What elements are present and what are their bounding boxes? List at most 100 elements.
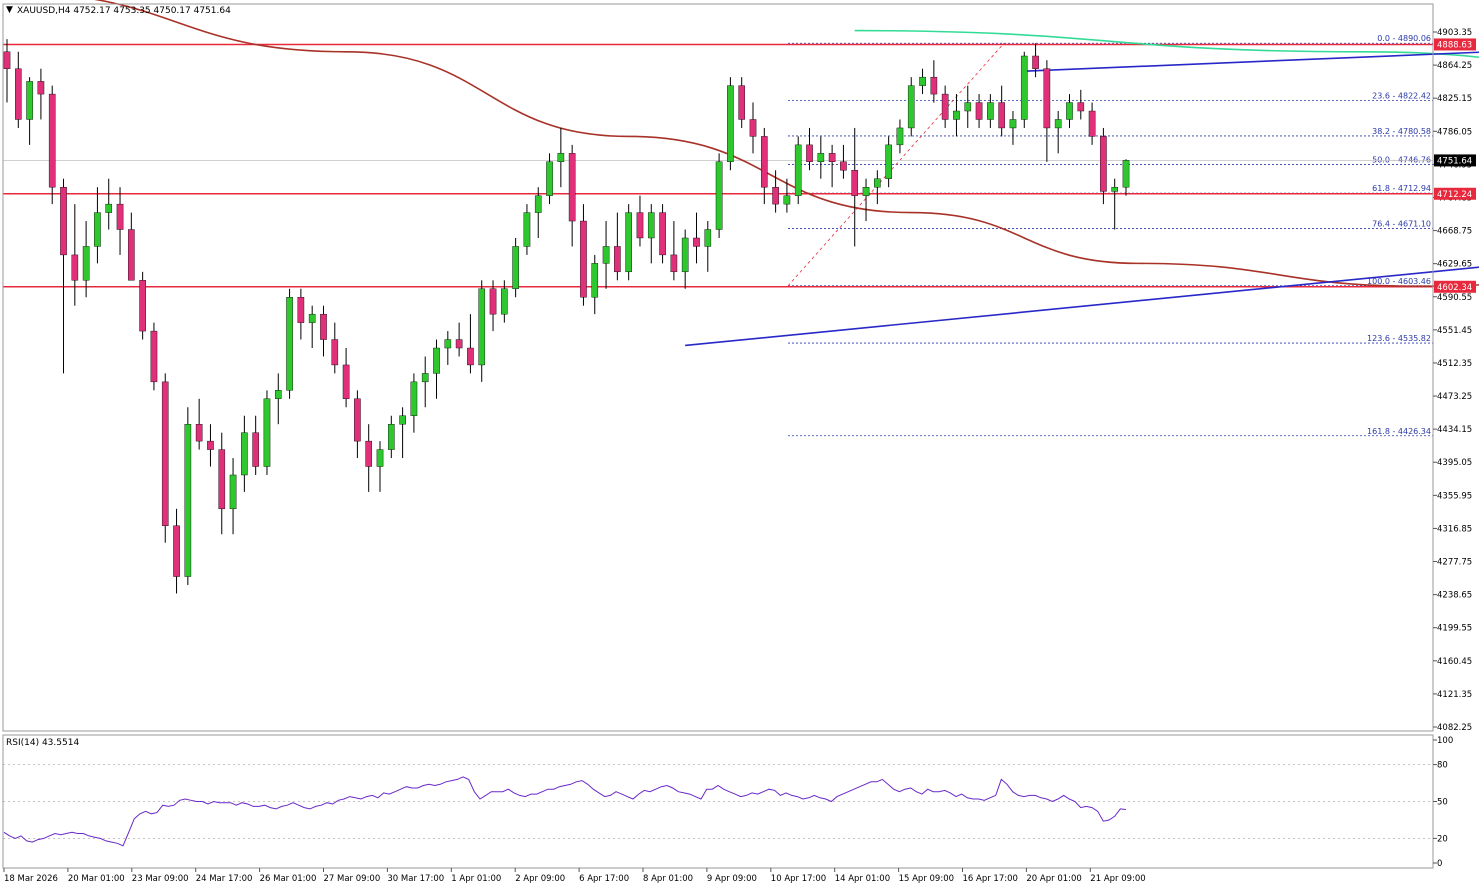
- candle[interactable]: [320, 305, 327, 357]
- candle[interactable]: [715, 153, 723, 238]
- candle[interactable]: [105, 178, 113, 230]
- candle[interactable]: [647, 204, 655, 264]
- moving-average-line[interactable]: [7, 0, 1479, 288]
- candle[interactable]: [614, 212, 621, 281]
- candle[interactable]: [478, 280, 486, 382]
- candle[interactable]: [218, 432, 226, 535]
- candle[interactable]: [636, 195, 644, 247]
- candle[interactable]: [116, 187, 124, 255]
- candle[interactable]: [964, 85, 972, 128]
- candle[interactable]: [286, 288, 293, 399]
- candle[interactable]: [828, 144, 836, 188]
- candle[interactable]: [1066, 94, 1073, 128]
- candle[interactable]: [433, 339, 440, 399]
- candle[interactable]: [252, 415, 259, 475]
- candle[interactable]: [546, 153, 553, 205]
- candle[interactable]: [1077, 89, 1085, 120]
- rsi-panel[interactable]: [3, 764, 1433, 847]
- candle[interactable]: [331, 322, 339, 374]
- candle[interactable]: [184, 407, 192, 586]
- candle[interactable]: [150, 322, 158, 391]
- candle[interactable]: [896, 119, 904, 154]
- candle[interactable]: [523, 204, 531, 255]
- candle[interactable]: [783, 178, 791, 213]
- candle[interactable]: [885, 136, 892, 188]
- candle[interactable]: [602, 221, 610, 289]
- candle[interactable]: [26, 77, 33, 145]
- candle[interactable]: [534, 187, 542, 238]
- candle[interactable]: [1111, 178, 1119, 230]
- candle[interactable]: [173, 508, 180, 594]
- trendline[interactable]: [1024, 38, 1479, 73]
- candle[interactable]: [207, 424, 214, 467]
- candle[interactable]: [580, 204, 587, 306]
- candle[interactable]: [1122, 159, 1130, 196]
- candle[interactable]: [1032, 43, 1039, 78]
- rsi-line[interactable]: [3, 776, 1127, 847]
- candle[interactable]: [670, 221, 678, 281]
- candle[interactable]: [37, 68, 45, 120]
- trendline[interactable]: [685, 191, 1479, 347]
- candle[interactable]: [681, 229, 689, 289]
- candle[interactable]: [365, 424, 373, 492]
- candle[interactable]: [467, 314, 474, 374]
- candle[interactable]: [48, 85, 56, 205]
- candle[interactable]: [297, 288, 305, 340]
- candle[interactable]: [342, 348, 350, 408]
- candle[interactable]: [727, 77, 734, 171]
- candle[interactable]: [94, 187, 101, 264]
- candle[interactable]: [444, 331, 452, 365]
- candle[interactable]: [195, 398, 203, 450]
- candle[interactable]: [139, 271, 146, 340]
- candle[interactable]: [975, 94, 983, 128]
- moving-average-line[interactable]: [854, 29, 1479, 128]
- candle[interactable]: [455, 322, 463, 357]
- candle[interactable]: [82, 221, 90, 298]
- price-panel[interactable]: 0.0 - 4890.06 23.6 - 4822.42 38.2 - 4780.5…: [3, 0, 1479, 594]
- candle[interactable]: [851, 127, 859, 247]
- candle[interactable]: [568, 144, 576, 247]
- candle[interactable]: [489, 280, 497, 332]
- candle[interactable]: [749, 102, 757, 154]
- candle[interactable]: [71, 204, 79, 306]
- candle[interactable]: [387, 415, 395, 459]
- candle[interactable]: [1100, 127, 1107, 205]
- candle[interactable]: [907, 77, 915, 137]
- candle[interactable]: [874, 170, 881, 205]
- candle[interactable]: [376, 441, 384, 492]
- candle[interactable]: [953, 94, 960, 137]
- candle[interactable]: [501, 280, 508, 323]
- candle[interactable]: [806, 127, 813, 171]
- candle[interactable]: [772, 170, 779, 213]
- candle[interactable]: [1088, 102, 1096, 145]
- candle[interactable]: [399, 407, 406, 459]
- candle[interactable]: [263, 390, 271, 475]
- candle[interactable]: [794, 136, 802, 205]
- candle[interactable]: [693, 212, 700, 264]
- candle[interactable]: [930, 60, 938, 103]
- candle[interactable]: [557, 127, 565, 188]
- candle[interactable]: [14, 51, 22, 128]
- candle[interactable]: [410, 373, 418, 433]
- candle[interactable]: [738, 77, 746, 128]
- candle[interactable]: [161, 373, 169, 543]
- candle[interactable]: [941, 85, 949, 128]
- candle[interactable]: [760, 127, 768, 205]
- header-triangle-icon[interactable]: ▼: [6, 5, 13, 15]
- candle[interactable]: [591, 254, 599, 315]
- candle[interactable]: [1020, 51, 1028, 128]
- candle[interactable]: [354, 390, 361, 459]
- candle[interactable]: [512, 237, 519, 298]
- candle[interactable]: [308, 305, 316, 349]
- candle[interactable]: [1009, 111, 1017, 145]
- candle[interactable]: [817, 136, 825, 179]
- candle[interactable]: [229, 458, 237, 535]
- candle[interactable]: [3, 39, 11, 103]
- candle[interactable]: [862, 178, 870, 222]
- candle[interactable]: [1043, 60, 1051, 162]
- candle[interactable]: [60, 178, 67, 374]
- candle[interactable]: [1054, 111, 1062, 154]
- candle[interactable]: [840, 144, 847, 179]
- candle[interactable]: [421, 356, 429, 408]
